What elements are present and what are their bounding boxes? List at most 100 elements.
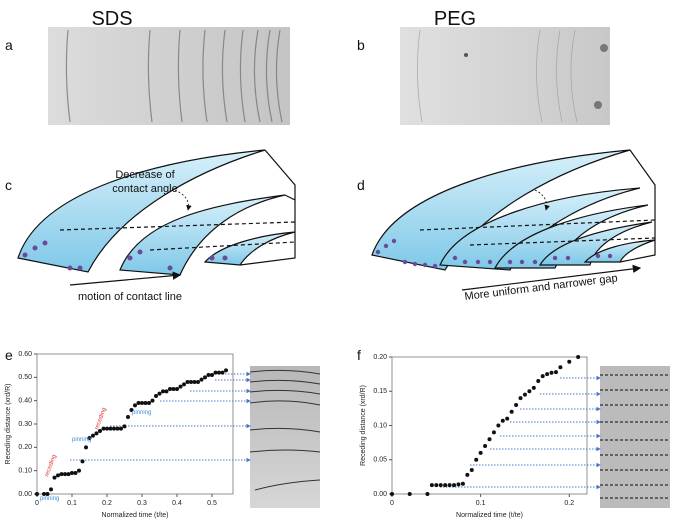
annotation: receding	[44, 454, 58, 478]
micrograph-b	[400, 27, 610, 125]
data-point	[425, 492, 430, 496]
column-header: SDS	[91, 8, 132, 30]
data-point	[210, 373, 214, 377]
data-point	[465, 472, 470, 477]
x-tick-label: 0.2	[102, 500, 112, 507]
panel-label: c	[5, 177, 12, 193]
data-point	[491, 430, 496, 435]
data-point	[66, 472, 71, 477]
x-tick-label: 0	[35, 500, 39, 507]
data-point	[182, 382, 186, 387]
data-point	[94, 431, 99, 436]
diagram-c	[17, 149, 296, 286]
panel-label: e	[5, 347, 13, 363]
data-point	[443, 483, 448, 488]
data-point	[199, 377, 204, 382]
annotation: pinning	[72, 437, 91, 443]
data-point	[80, 459, 85, 464]
data-point	[140, 401, 144, 405]
data-point	[105, 426, 109, 431]
data-point	[77, 468, 81, 473]
data-point	[35, 492, 39, 496]
data-point	[220, 370, 225, 375]
data-point	[168, 387, 172, 391]
y-tick-label: 0.10	[18, 468, 32, 475]
diagram-label: Decrease of	[115, 169, 175, 181]
data-point	[45, 492, 50, 496]
data-point	[500, 418, 505, 423]
data-point	[98, 429, 102, 433]
y-tick-label: 0.50	[18, 374, 32, 381]
data-point	[108, 426, 113, 431]
annotation: pinning	[132, 410, 151, 416]
data-point	[447, 483, 452, 488]
data-point	[52, 475, 57, 480]
data-point	[217, 370, 221, 375]
annotation: pinning	[40, 496, 59, 502]
diagram-label: motion of contact line	[78, 291, 182, 303]
x-tick-label: 0.5	[207, 500, 217, 507]
data-point	[536, 378, 541, 383]
data-point	[558, 365, 563, 370]
panel-label: b	[357, 37, 365, 53]
data-point	[189, 380, 193, 384]
data-point	[407, 492, 412, 496]
x-tick-label: 0.4	[172, 500, 182, 507]
panel-label: a	[5, 37, 13, 53]
data-point	[213, 370, 218, 375]
y-tick-label: 0.00	[373, 491, 387, 498]
data-point	[478, 450, 483, 455]
x-tick-label: 0.1	[67, 500, 77, 507]
data-point	[531, 385, 536, 390]
data-point	[509, 409, 514, 414]
data-point	[206, 373, 211, 377]
micrograph-a	[48, 27, 290, 125]
y-tick-label: 0.60	[18, 351, 32, 358]
data-point	[178, 384, 183, 389]
x-tick-label: 0.1	[476, 500, 486, 507]
y-tick-label: 0.40	[18, 398, 32, 405]
data-point	[161, 389, 165, 394]
y-tick-label: 0.10	[373, 422, 387, 429]
data-point	[122, 424, 127, 429]
data-point	[42, 492, 46, 496]
correspondence-arrows	[70, 371, 601, 490]
data-point	[129, 408, 134, 412]
data-point	[483, 444, 488, 449]
panel-label: f	[357, 347, 361, 363]
data-point	[101, 426, 106, 431]
data-point	[456, 482, 461, 487]
data-point	[505, 416, 510, 421]
data-point	[549, 370, 554, 375]
data-point	[390, 492, 394, 496]
data-point	[469, 468, 474, 473]
data-point	[157, 391, 162, 396]
data-point	[203, 375, 207, 380]
data-point	[171, 387, 176, 391]
data-point	[70, 471, 74, 475]
data-point	[59, 472, 64, 477]
data-point	[84, 445, 88, 450]
data-point	[545, 372, 550, 377]
data-point	[527, 389, 532, 394]
data-point	[496, 423, 501, 428]
y-tick-label: 0.20	[373, 354, 387, 361]
data-point	[56, 473, 60, 478]
data-point	[518, 396, 523, 401]
data-point	[452, 483, 457, 488]
data-point	[487, 437, 492, 442]
diagram-label: contact angle	[112, 183, 177, 195]
data-point	[576, 355, 581, 359]
panel-label: d	[357, 177, 365, 193]
y-tick-label: 0.30	[18, 421, 32, 428]
data-point	[147, 401, 151, 405]
data-point	[154, 394, 158, 398]
data-point	[474, 457, 479, 462]
data-point	[540, 374, 545, 379]
data-point	[164, 389, 169, 394]
data-point	[49, 487, 53, 492]
data-point	[185, 380, 190, 384]
diagram-label: More uniform and narrower gap	[464, 272, 618, 303]
data-point	[143, 401, 148, 405]
